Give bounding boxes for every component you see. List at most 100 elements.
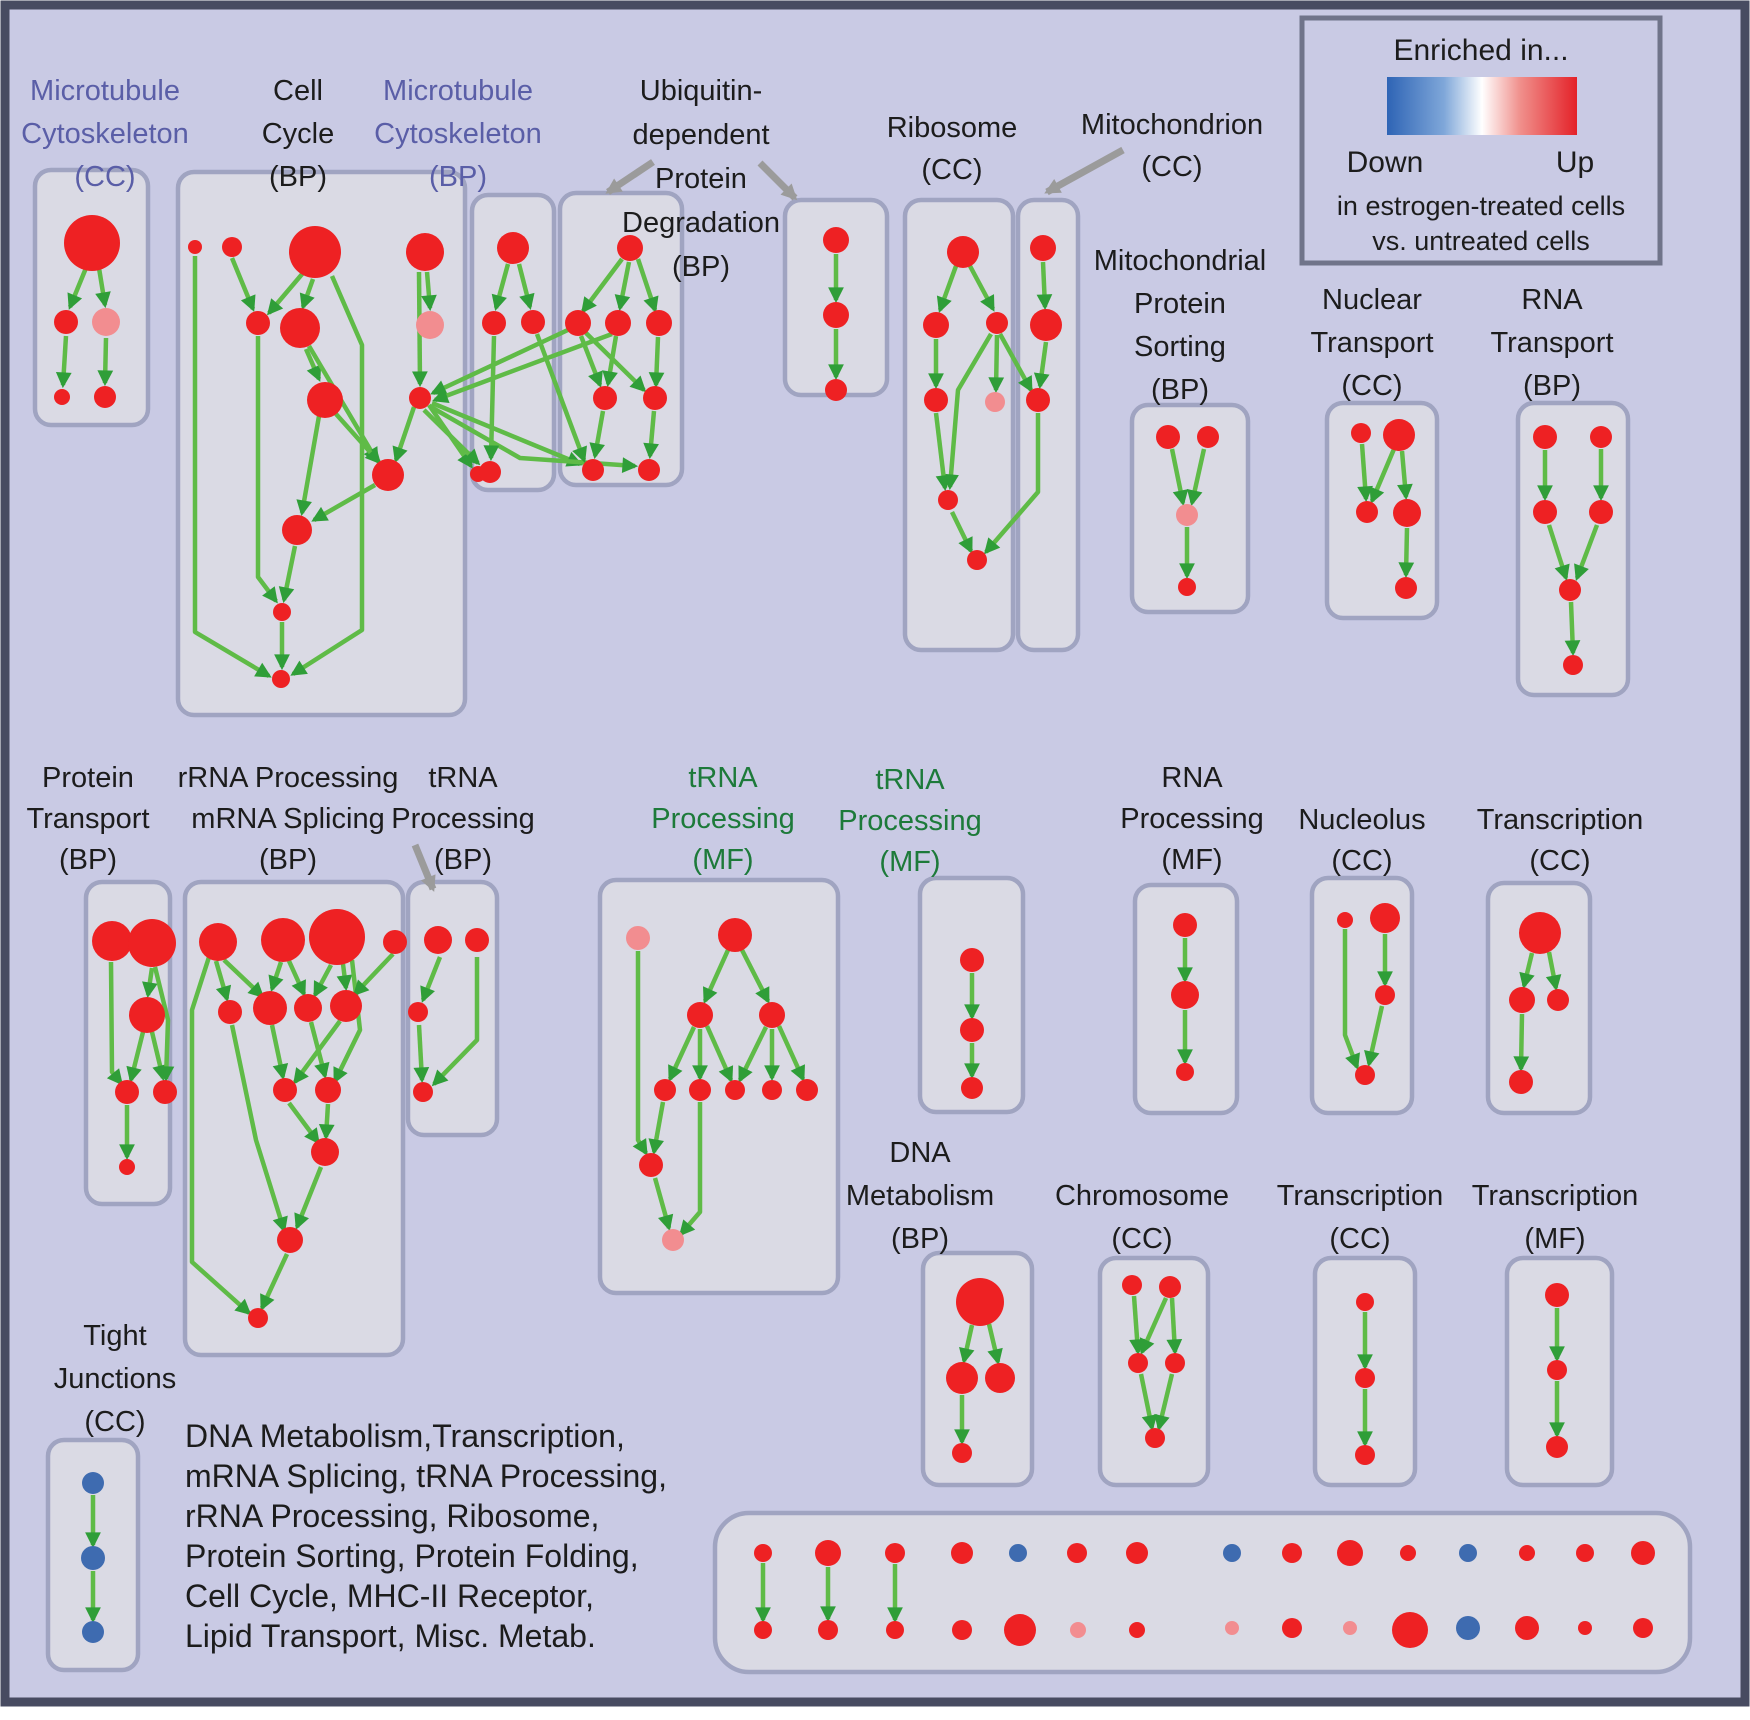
gene-node-red — [565, 310, 591, 336]
gene-node-red — [951, 1542, 973, 1564]
edge-arrow — [1369, 448, 1397, 504]
gene-node-red — [115, 1080, 139, 1104]
gene-node-red — [309, 909, 365, 965]
gene-node-red — [521, 310, 545, 334]
edge-arrow — [643, 410, 659, 460]
gene-node-red — [424, 926, 452, 954]
gene-node-red — [1282, 1618, 1302, 1638]
cluster-label: Junctions — [54, 1363, 177, 1395]
cluster-box — [902, 197, 1016, 653]
gene-node-red — [1176, 1063, 1194, 1081]
edge-arrow — [704, 1025, 734, 1083]
edge-arrow — [229, 257, 256, 312]
uncategorized-clusters-text: Lipid Transport, Misc. Metab. — [185, 1618, 596, 1654]
gene-node-red — [1392, 1612, 1428, 1648]
cluster-label: RNA — [1161, 762, 1223, 794]
gene-node-red — [289, 226, 341, 278]
cluster-label: Transcription — [1472, 1180, 1639, 1212]
gene-node-red — [246, 311, 270, 335]
cluster-box — [32, 167, 151, 428]
edge-arrow — [983, 413, 1041, 555]
cluster-label: (BP) — [1151, 374, 1209, 406]
edge-arrow — [1364, 1005, 1385, 1068]
edge-arrow — [1166, 1297, 1183, 1356]
gene-node-red — [946, 1362, 978, 1394]
gene-node-red — [638, 459, 660, 481]
cluster-label: (BP) — [429, 161, 487, 193]
gene-node-red — [465, 928, 489, 952]
gene-node-red — [307, 382, 343, 418]
edge-arrow — [392, 406, 417, 463]
gene-node-red — [961, 1077, 983, 1099]
gene-node-red — [885, 1543, 905, 1563]
edge-arrow — [152, 966, 175, 1083]
edge-arrow — [222, 958, 265, 999]
edge-arrow — [259, 1253, 290, 1311]
cluster-label: Processing — [838, 805, 981, 837]
gene-node-red — [277, 1227, 303, 1253]
uncategorized-clusters-text: DNA Metabolism,Transcription, — [185, 1418, 625, 1454]
edge-arrow — [1574, 524, 1600, 581]
gene-node-red — [1576, 1544, 1594, 1562]
edge-arrow — [986, 1323, 1003, 1366]
gene-node-red — [1590, 426, 1612, 448]
gene-node-red — [1126, 1542, 1148, 1564]
gene-node-red — [129, 997, 165, 1033]
gene-node-red — [1515, 1616, 1539, 1640]
gene-node-red — [1356, 501, 1378, 523]
gene-node-red — [54, 310, 78, 334]
gene-node-red — [482, 311, 506, 335]
edge-arrow — [269, 1024, 289, 1081]
edge-arrow — [422, 408, 481, 466]
gene-node-red — [689, 1079, 711, 1101]
edge-arrow — [268, 961, 284, 992]
gene-node-red — [952, 1443, 972, 1463]
cluster-label: tRNA — [428, 762, 498, 794]
edge-arrow — [421, 271, 437, 312]
gene-node-red — [952, 1620, 972, 1640]
cluster-label: Chromosome — [1055, 1180, 1229, 1212]
legend-subtitle-line2: vs. untreated cells — [1372, 226, 1590, 256]
gene-node-red — [1533, 425, 1557, 449]
cluster-label: Protein — [655, 163, 747, 195]
edge-arrow — [589, 410, 606, 460]
gene-node-red — [1197, 426, 1219, 448]
uncategorized-clusters-text: rRNA Processing, Ribosome, — [185, 1498, 599, 1534]
edge-arrow — [296, 415, 322, 517]
gene-node-red — [923, 312, 949, 338]
gene-node-red — [282, 515, 312, 545]
gene-node-red — [1145, 1428, 1165, 1448]
gene-node-red — [294, 994, 322, 1022]
edge-arrow — [266, 271, 305, 316]
edge-arrow — [126, 1031, 146, 1084]
edge-arrow — [286, 960, 307, 997]
gene-node-blue — [81, 1546, 105, 1570]
gene-node-red — [1370, 903, 1400, 933]
cluster-label: (CC) — [1331, 845, 1392, 877]
edge-arrow — [1397, 450, 1413, 501]
gene-node-red — [762, 1080, 782, 1100]
cluster-label: (BP) — [269, 161, 327, 193]
edge-arrow — [1519, 952, 1535, 990]
edge-arrow — [998, 332, 1033, 393]
cluster-label: mRNA Splicing — [191, 803, 384, 835]
edge-arrow — [1545, 951, 1562, 992]
cluster-label: RNA — [1521, 284, 1583, 316]
gene-node-blue — [1009, 1544, 1027, 1562]
cluster-box — [1015, 197, 1081, 653]
edge-arrow — [413, 1024, 430, 1084]
gene-node-blue — [1223, 1544, 1241, 1562]
gene-node-red — [413, 1082, 433, 1102]
edge-arrow — [287, 1101, 320, 1145]
gene-node-red — [1393, 499, 1421, 527]
edge-arrow — [55, 335, 72, 389]
edge-arrow — [959, 1324, 975, 1365]
label-pointer-arrow — [757, 160, 798, 201]
edge-arrow — [949, 511, 974, 554]
gene-node-red — [938, 490, 958, 510]
gene-node-pink — [662, 1229, 684, 1251]
gene-node-red — [582, 459, 604, 481]
legend-box — [1299, 15, 1663, 266]
edge-arrow — [667, 1026, 697, 1082]
